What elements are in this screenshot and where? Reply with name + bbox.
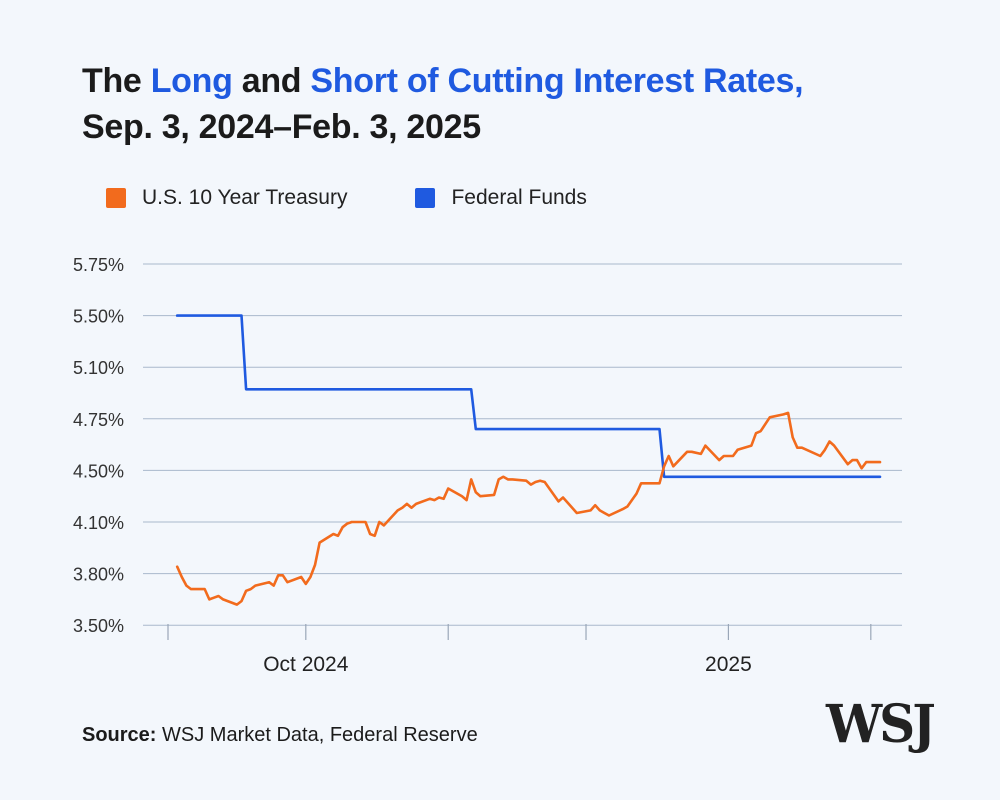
title-part-1: The [82,62,151,100]
series-line-10-year-treasury [175,411,882,606]
title-date-range: Sep. 3, 2024–Feb. 3, 2025 [82,108,481,146]
y-tick-label: 4.50% [73,461,124,481]
y-tick-label: 4.10% [73,513,124,533]
x-tick-label: 2025 [705,653,752,676]
source-label: Source: [82,724,157,746]
wsj-logo: WSJ [826,692,936,755]
chart-title: The Long and Short of Cutting Interest R… [82,58,962,150]
legend-swatch-treasury [106,188,126,208]
title-long-highlight: Long [150,62,233,100]
y-tick-label: 5.50% [73,307,124,327]
legend-item-fed-funds: Federal Funds [415,186,587,210]
legend: U.S. 10 Year Treasury Federal Funds [106,186,655,210]
y-tick-label: 4.75% [73,410,124,430]
y-tick-label: 3.80% [73,565,124,585]
title-short-highlight: Short of Cutting Interest Rates, [310,62,804,100]
title-part-2: and [232,62,311,100]
y-tick-label: 3.50% [73,616,124,636]
legend-label-fed-funds: Federal Funds [451,186,587,209]
legend-swatch-fed-funds [415,188,436,208]
legend-label-treasury: U.S. 10 Year Treasury [142,186,348,209]
legend-item-treasury: U.S. 10 Year Treasury [106,186,347,210]
x-tick-label: Oct 2024 [263,653,349,676]
y-tick-label: 5.75% [73,255,124,275]
series-line-federal-funds [175,314,882,479]
y-tick-label: 5.10% [73,358,124,378]
source-text: WSJ Market Data, Federal Reserve [162,724,478,746]
source-note: Source: WSJ Market Data, Federal Reserve [82,724,478,747]
